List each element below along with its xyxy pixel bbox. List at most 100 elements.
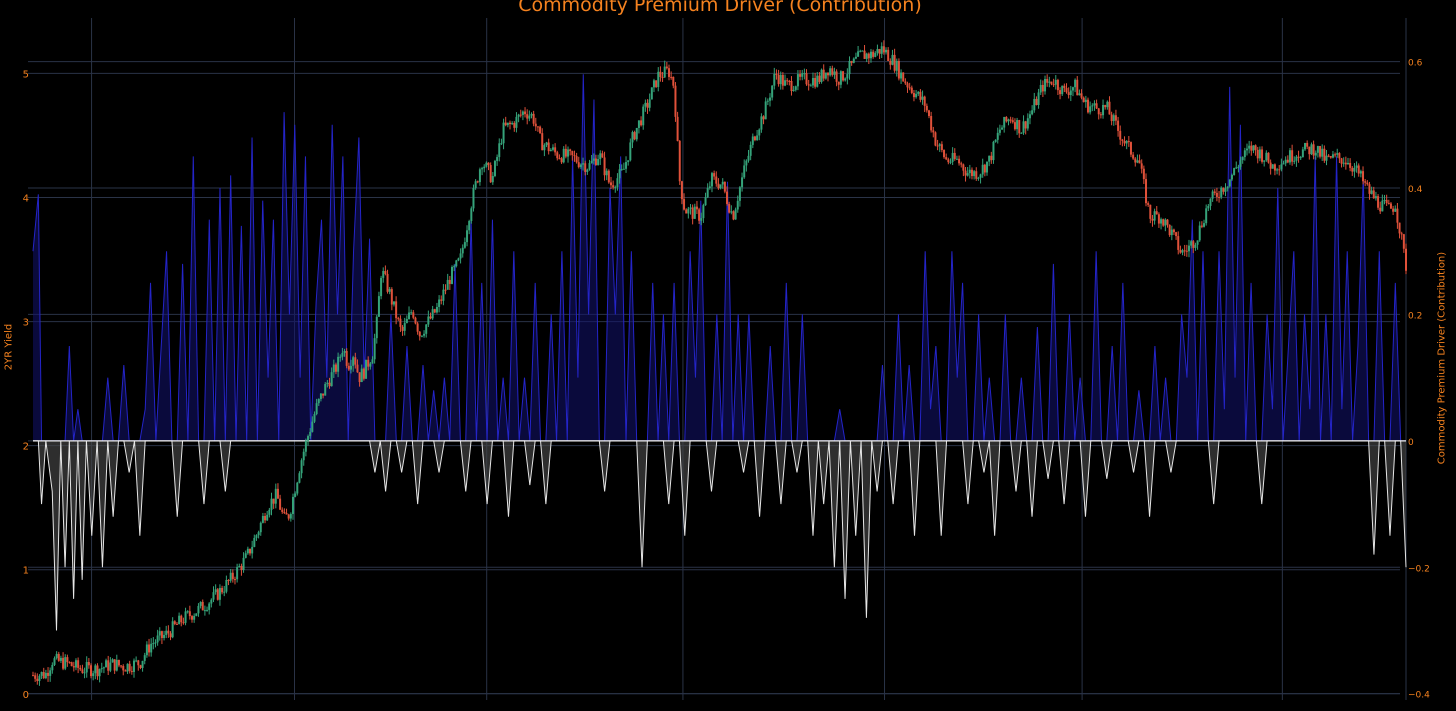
candle-body [848,61,851,75]
candle-body [1329,156,1332,158]
candle-body [794,86,797,90]
candle-body [1028,114,1031,119]
candle-body [352,357,355,366]
candle-body [1018,120,1021,134]
candle-body [1398,222,1401,234]
candle-body [640,120,643,126]
candle-body [311,421,314,432]
candle-body [998,129,1001,133]
candle-body [302,451,305,461]
candle-body [113,659,116,671]
candle-body [345,350,348,366]
candle-body [195,613,198,616]
candle-body [562,148,565,163]
candle-body [1198,225,1201,241]
candle-body [36,678,39,682]
candle-body [1325,155,1328,161]
candle-body [49,670,52,676]
candle-body [683,199,686,210]
candle-body [1396,208,1399,223]
chart-title: Commodity Premium Driver (Contribution) [518,0,922,16]
candle-body [906,83,909,88]
candle-body [612,185,615,188]
candle-body [1117,120,1120,131]
candle-body [1196,240,1199,245]
candle-body [1383,199,1386,201]
candle-body [291,496,294,514]
candle-body [558,158,561,160]
candle-body [571,151,574,156]
candle-body [575,156,578,163]
candle-body [218,587,221,600]
candle-body [1241,157,1244,161]
candle-body [506,122,509,126]
candle-body [1035,98,1038,106]
candle-body [395,301,398,319]
candle-body [429,316,432,319]
candle-body [691,207,694,219]
candle-body [296,482,299,494]
candle-body [124,670,127,672]
y-right-tick-label: −0.4 [1408,691,1430,701]
candle-body [160,631,163,639]
candle-body [81,669,84,673]
candle-body [893,54,896,71]
candle-body [1041,84,1044,92]
candle-body [143,655,146,661]
candle-body [511,122,514,125]
candle-body [545,142,548,146]
candle-body [728,203,731,213]
candle-body [962,164,965,171]
candle-body [57,653,60,661]
candle-body [547,142,550,152]
candle-body [197,605,200,614]
candle-body [842,71,845,81]
candle-body [702,205,705,219]
candle-body [827,72,830,76]
candle-body [1172,229,1175,233]
candle-body [818,75,821,82]
candle-body [455,260,458,267]
candle-body [1097,108,1100,115]
candle-body [938,144,941,146]
candle-body [446,279,449,290]
candle-body [745,160,748,166]
candle-body [1301,149,1304,158]
candle-body [126,663,129,672]
candle-body [1207,205,1210,209]
tick-label-layer: 0 1 2 3 4 5 −0.4 −0.2 0 0.2 0.4 0.6 [23,59,1431,701]
candle-body [822,69,825,79]
candle-body [1033,98,1036,111]
candle-body [132,660,135,672]
candle-body [1112,115,1115,122]
candle-body [491,176,494,183]
candle-body [53,658,56,665]
candle-body [625,162,628,169]
candle-body [298,473,301,483]
candle-body [738,187,741,201]
candle-body [90,665,93,677]
candle-body [915,93,918,98]
candle-body [519,114,522,116]
candle-body [420,335,423,337]
candle-body [573,155,576,157]
candle-body [266,514,269,521]
candle-body [1374,196,1377,199]
candle-body [334,364,337,372]
candle-body [846,74,849,79]
candle-body [94,665,97,674]
candle-body [231,572,234,580]
candle-body [685,209,688,214]
candle-body [809,85,812,87]
candle-body [1389,203,1392,209]
candle-body [1048,81,1051,83]
candle-body [741,177,744,188]
candle-body [1046,78,1049,83]
candle-body [272,498,275,504]
candle-body [1114,115,1117,121]
candle-body [442,289,445,301]
candle-body [397,318,400,320]
candle-body [483,166,486,169]
candle-body [885,49,888,53]
candle-body [760,116,763,130]
